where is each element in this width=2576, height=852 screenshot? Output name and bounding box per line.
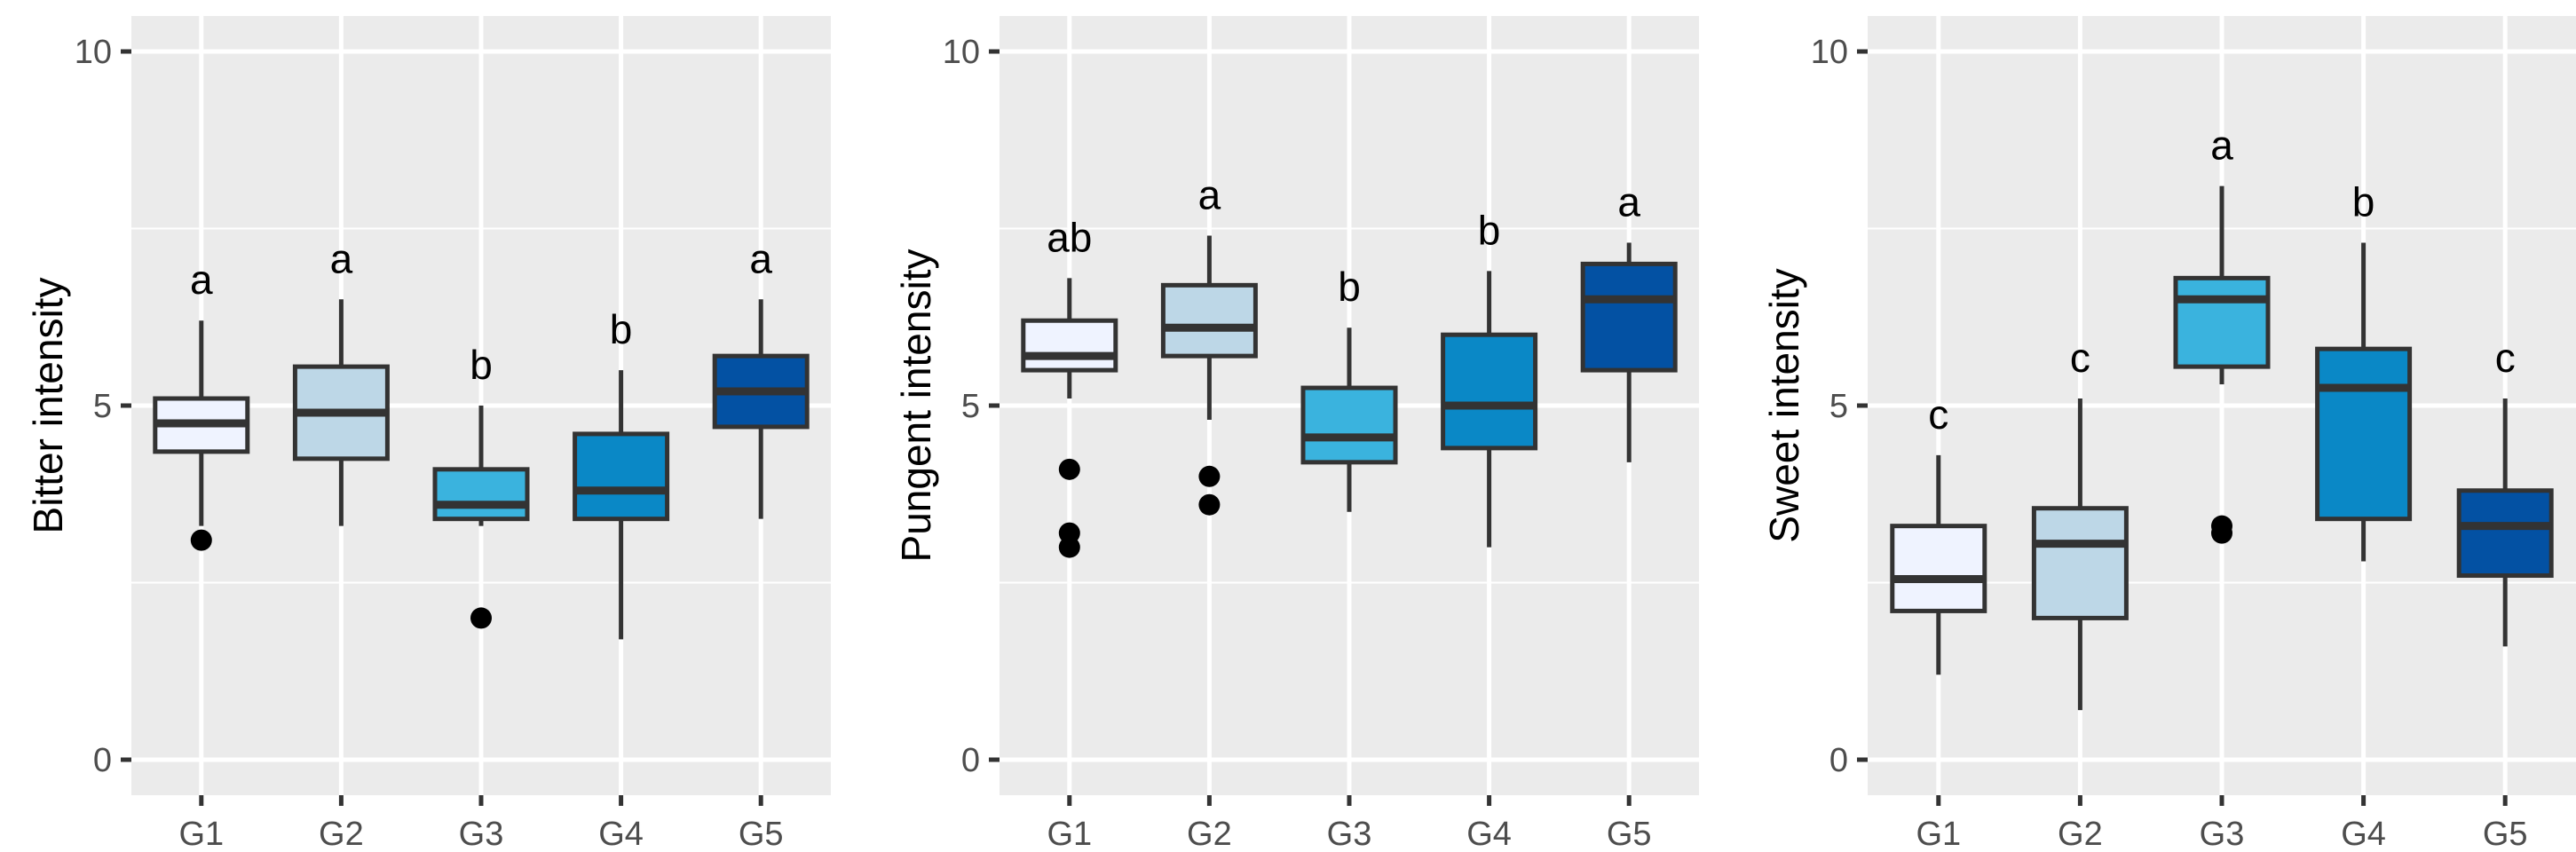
significance-label: a xyxy=(330,235,353,281)
x-tick-label: G5 xyxy=(1607,816,1652,852)
x-tick-label: G4 xyxy=(1466,816,1512,852)
x-tick-label: G2 xyxy=(319,816,364,852)
y-tick-label: 0 xyxy=(961,742,980,779)
y-axis-title: Pungent intensity xyxy=(893,249,939,563)
x-tick-label: G5 xyxy=(739,816,784,852)
significance-label: c xyxy=(1928,391,1948,438)
y-tick-label: 10 xyxy=(943,34,980,71)
iqr-box xyxy=(573,431,670,522)
y-tick-label: 0 xyxy=(1829,742,1848,779)
outlier-point xyxy=(1058,536,1080,558)
y-axis-title: Bitter intensity xyxy=(25,278,71,534)
y-axis-title: Sweet intensity xyxy=(1761,268,1807,542)
iqr-box xyxy=(1580,261,1678,373)
x-tick-label: G4 xyxy=(598,816,644,852)
significance-label: a xyxy=(1198,171,1221,217)
iqr-box xyxy=(432,467,530,522)
significance-label: ab xyxy=(1047,214,1092,260)
box-g2: a xyxy=(292,235,390,526)
box-g5: c xyxy=(2456,335,2554,647)
box-g4: b xyxy=(573,306,670,640)
x-tick-label: G3 xyxy=(459,816,504,852)
significance-label: a xyxy=(1617,178,1640,225)
iqr-box xyxy=(1890,524,1987,613)
significance-label: b xyxy=(1338,264,1361,310)
iqr-box xyxy=(2173,275,2271,369)
box-g3: b xyxy=(1300,264,1398,512)
outlier-point xyxy=(1058,458,1080,480)
x-tick-label: G2 xyxy=(1187,816,1232,852)
iqr-box xyxy=(1441,332,1538,451)
x-tick-label: G1 xyxy=(1047,816,1092,852)
outlier-point xyxy=(1198,493,1221,516)
significance-label: a xyxy=(2210,122,2233,169)
outlier-point xyxy=(2211,522,2232,544)
box-g2: c xyxy=(2031,335,2129,711)
significance-label: b xyxy=(610,306,633,352)
x-tick-label: G4 xyxy=(2341,816,2386,852)
outlier-point xyxy=(470,607,492,629)
outlier-point xyxy=(190,529,212,551)
x-tick-label: G1 xyxy=(178,816,224,852)
significance-label: a xyxy=(749,235,772,281)
box-g5: a xyxy=(712,235,810,519)
iqr-box xyxy=(2456,488,2554,579)
significance-label: c xyxy=(2495,335,2516,381)
y-tick-label: 5 xyxy=(961,388,980,425)
significance-label: c xyxy=(2070,335,2090,381)
x-tick-label: G3 xyxy=(2200,816,2245,852)
significance-label: b xyxy=(1478,207,1501,253)
box-g4: b xyxy=(1441,207,1538,548)
panel-1: 0 5 10 G1 G2 G3 G4 G5 Bitter intensity a a b b a xyxy=(25,16,831,852)
iqr-box xyxy=(2315,346,2413,522)
x-tick-label: G3 xyxy=(1327,816,1372,852)
box-g2: a xyxy=(1160,171,1258,516)
box-g1: a xyxy=(153,256,250,551)
y-tick-label: 5 xyxy=(93,388,112,425)
significance-label: b xyxy=(470,342,493,388)
panel-3: 0 5 10 G1 G2 G3 G4 G5 Sweet intensity c c a b c xyxy=(1761,16,2576,852)
iqr-box xyxy=(2031,506,2129,620)
iqr-box xyxy=(1021,318,1118,373)
x-tick-label: G1 xyxy=(1916,816,1961,852)
x-tick-label: G2 xyxy=(2058,816,2103,852)
iqr-box xyxy=(1160,282,1258,359)
box-g4: b xyxy=(2315,178,2413,562)
box-g1: c xyxy=(1890,391,1987,675)
x-tick-label: G5 xyxy=(2483,816,2528,852)
y-tick-label: 5 xyxy=(1829,388,1848,425)
outlier-point xyxy=(1198,465,1221,487)
significance-label: a xyxy=(190,256,213,303)
box-g3: a xyxy=(2173,122,2271,544)
iqr-box xyxy=(1300,385,1398,465)
box-g5: a xyxy=(1580,178,1678,462)
y-tick-label: 0 xyxy=(93,742,112,779)
box-g1: ab xyxy=(1021,214,1118,558)
y-tick-label: 10 xyxy=(1811,34,1848,71)
significance-label: b xyxy=(2352,178,2375,225)
box-g3: b xyxy=(432,342,530,629)
y-tick-label: 10 xyxy=(75,34,112,71)
